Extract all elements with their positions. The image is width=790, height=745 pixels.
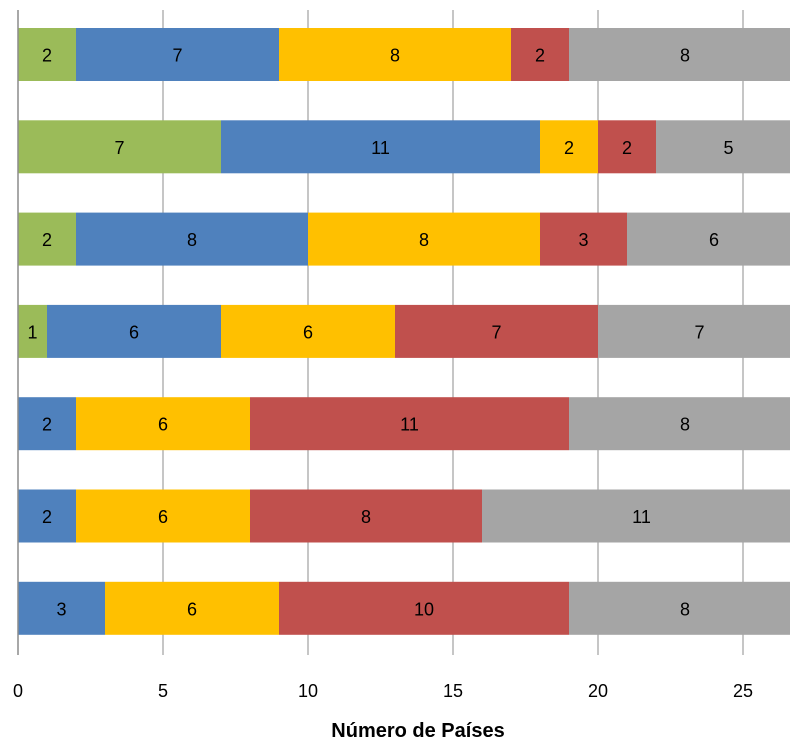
bar-segment: [569, 397, 790, 451]
bar-data-label: 5: [723, 138, 733, 158]
bar-data-label: 11: [632, 507, 651, 527]
bar-data-label: 2: [42, 415, 52, 435]
bar-data-label: 6: [129, 322, 139, 342]
bar-segment: [395, 304, 598, 358]
bars: 2 7 8 2 8 7 11 2 2 5 2 8 8 3 6 1 6 6 7 7 2 6 11 8 2 6 8 11 3 6 10 8: [18, 28, 790, 635]
bar-data-label: 8: [680, 46, 690, 66]
x-tick-label: 5: [158, 681, 168, 701]
bar-data-label: 8: [680, 415, 690, 435]
bar-segment: [18, 581, 105, 635]
x-tick-label: 15: [443, 681, 463, 701]
bar-segment: [308, 212, 540, 266]
x-tick-label: 0: [13, 681, 23, 701]
bar-segment: [18, 397, 76, 451]
bar-segment: [47, 304, 221, 358]
bar-data-label: 1: [27, 322, 37, 342]
bar-data-label: 6: [187, 599, 197, 619]
bar-data-label: 3: [56, 599, 66, 619]
bar-segment: [221, 304, 395, 358]
bar-data-label: 7: [172, 46, 182, 66]
bar-data-label: 6: [303, 322, 313, 342]
bar-data-label: 6: [158, 415, 168, 435]
bar-segment: [656, 120, 790, 174]
bar-segment: [279, 581, 569, 635]
bar-data-label: 8: [390, 46, 400, 66]
bar-data-label: 2: [622, 138, 632, 158]
bar-segment: [598, 120, 656, 174]
bar-segment: [569, 581, 790, 635]
bar-data-label: 8: [680, 599, 690, 619]
x-axis-title: Número de Países: [331, 720, 504, 742]
bar-segment: [105, 581, 279, 635]
bar-data-label: 2: [535, 46, 545, 66]
bar-segment: [250, 489, 482, 543]
bar-data-label: 3: [578, 230, 588, 250]
bar-data-label: 8: [187, 230, 197, 250]
bar-segment: [18, 489, 76, 543]
bar-segment: [18, 28, 76, 81]
bar-segment: [76, 28, 279, 81]
bar-data-label: 2: [564, 138, 574, 158]
bar-segment: [18, 304, 47, 358]
bar-segment: [627, 212, 790, 266]
bar-data-label: 6: [158, 507, 168, 527]
bar-segment: [221, 120, 540, 174]
bar-data-label: 7: [694, 322, 704, 342]
bar-data-label: 8: [361, 507, 371, 527]
bar-data-label: 2: [42, 507, 52, 527]
x-tick-label: 20: [588, 681, 608, 701]
bar-segment: [18, 120, 221, 174]
bar-data-label: 8: [419, 230, 429, 250]
bar-segment: [76, 212, 308, 266]
bar-segment: [250, 397, 569, 451]
bar-segment: [18, 212, 76, 266]
bar-data-label: 2: [42, 46, 52, 66]
bar-segment: [76, 397, 250, 451]
bar-data-label: 6: [709, 230, 719, 250]
bar-segment: [569, 28, 790, 81]
bar-segment: [540, 120, 598, 174]
bar-data-label: 11: [400, 415, 419, 435]
x-tick-labels: 0 5 10 15 20 25: [13, 681, 753, 701]
x-tick-label: 25: [733, 681, 753, 701]
bar-segment: [598, 304, 790, 358]
bar-data-label: 2: [42, 230, 52, 250]
bar-segment: [482, 489, 790, 543]
bar-segment: [279, 28, 511, 81]
bar-data-label: 7: [114, 138, 124, 158]
bar-segment: [76, 489, 250, 543]
bar-data-label: 10: [414, 599, 434, 619]
bar-segment: [540, 212, 627, 266]
bar-data-label: 7: [491, 322, 501, 342]
bar-segment: [511, 28, 569, 81]
x-tick-label: 10: [298, 681, 318, 701]
bar-data-label: 11: [371, 138, 390, 158]
